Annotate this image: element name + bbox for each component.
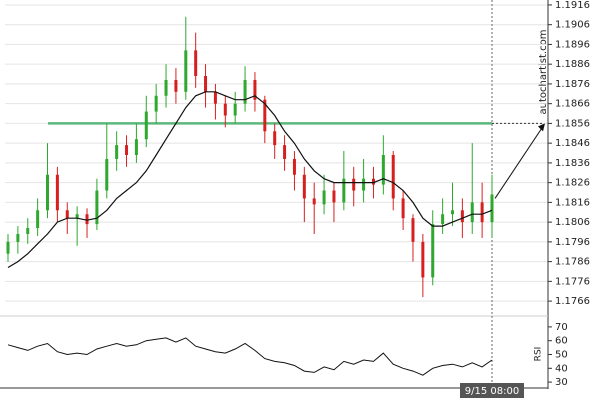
candle-body: [184, 50, 188, 92]
y-tick-label: 1.1896: [555, 39, 590, 50]
forecast-arrow: [494, 126, 544, 199]
candle-body: [421, 241, 425, 278]
candle-body: [352, 178, 356, 191]
y-tick-label: 1.1766: [555, 296, 590, 307]
rsi-tick-label: 50: [555, 350, 568, 361]
rsi-tick-label: 70: [555, 322, 568, 333]
y-tick-label: 1.1876: [555, 79, 590, 90]
candle-body: [480, 202, 484, 223]
candle-body: [46, 174, 50, 211]
y-tick-label: 1.1886: [555, 59, 590, 70]
candle-body: [154, 95, 158, 112]
candle-body: [55, 174, 59, 211]
candle-body: [233, 103, 237, 116]
rsi-tick-label: 40: [555, 363, 568, 374]
candle-body: [450, 210, 454, 215]
rsi-tick-label: 60: [555, 336, 568, 347]
candle-body: [322, 190, 326, 205]
candle-body: [75, 214, 79, 219]
y-tick-label: 1.1786: [555, 257, 590, 268]
candle-body: [431, 224, 435, 278]
candle-body: [26, 228, 30, 234]
candle-body: [125, 145, 129, 155]
candle-body: [144, 111, 148, 140]
y-tick-label: 1.1916: [555, 0, 590, 11]
candle-body: [441, 214, 445, 225]
rsi-tick-label: 30: [555, 377, 568, 388]
y-tick-label: 1.1856: [555, 118, 590, 129]
candle-body: [391, 155, 395, 199]
candle-body: [342, 178, 346, 203]
y-tick-label: 1.1906: [555, 20, 590, 31]
candle-body: [263, 99, 267, 132]
candle-body: [332, 190, 336, 203]
candle-body: [273, 131, 277, 146]
candle-body: [16, 233, 20, 242]
candle-body: [292, 158, 296, 175]
candle-body: [302, 174, 306, 199]
candle-body: [95, 190, 99, 225]
y-tick-label: 1.1776: [555, 276, 590, 287]
candle-body: [381, 155, 385, 185]
candle-body: [470, 202, 474, 223]
candle-body: [253, 79, 257, 100]
candle-body: [115, 145, 119, 159]
candle-body: [362, 178, 366, 191]
candle-body: [36, 210, 40, 229]
candle-body: [213, 91, 217, 104]
candle-body: [283, 145, 287, 159]
candle-body: [174, 79, 178, 92]
candle-body: [105, 158, 109, 191]
candle-body: [194, 50, 198, 77]
y-tick-label: 1.1866: [555, 99, 590, 110]
y-tick-label: 1.1806: [555, 217, 590, 228]
y-tick-label: 1.1816: [555, 197, 590, 208]
x-tick-label: 9/15 08:00: [465, 386, 519, 397]
candle-body: [85, 214, 89, 225]
rsi-line: [7, 337, 493, 376]
candle-body: [371, 178, 375, 185]
candle-body: [460, 210, 464, 223]
candle-body: [65, 210, 69, 219]
candle-body: [411, 218, 415, 242]
candle-body: [312, 198, 316, 205]
candle-body: [6, 241, 10, 254]
candle-body: [204, 76, 208, 92]
watermark: autochartist.com: [538, 30, 549, 115]
y-tick-label: 1.1796: [555, 237, 590, 248]
y-tick-label: 1.1826: [555, 178, 590, 189]
x-label-box: [460, 383, 524, 398]
candle-body: [401, 198, 405, 219]
rsi-label: RSI: [534, 347, 544, 362]
arrow-head: [538, 123, 545, 132]
candle-body: [223, 103, 227, 116]
moving-average: [7, 91, 493, 269]
candle-body: [490, 194, 494, 223]
y-tick-label: 1.1836: [555, 158, 590, 169]
y-tick-label: 1.1846: [555, 138, 590, 149]
candle-body: [164, 79, 168, 96]
candle-body: [134, 139, 138, 155]
candle-body: [243, 79, 247, 104]
